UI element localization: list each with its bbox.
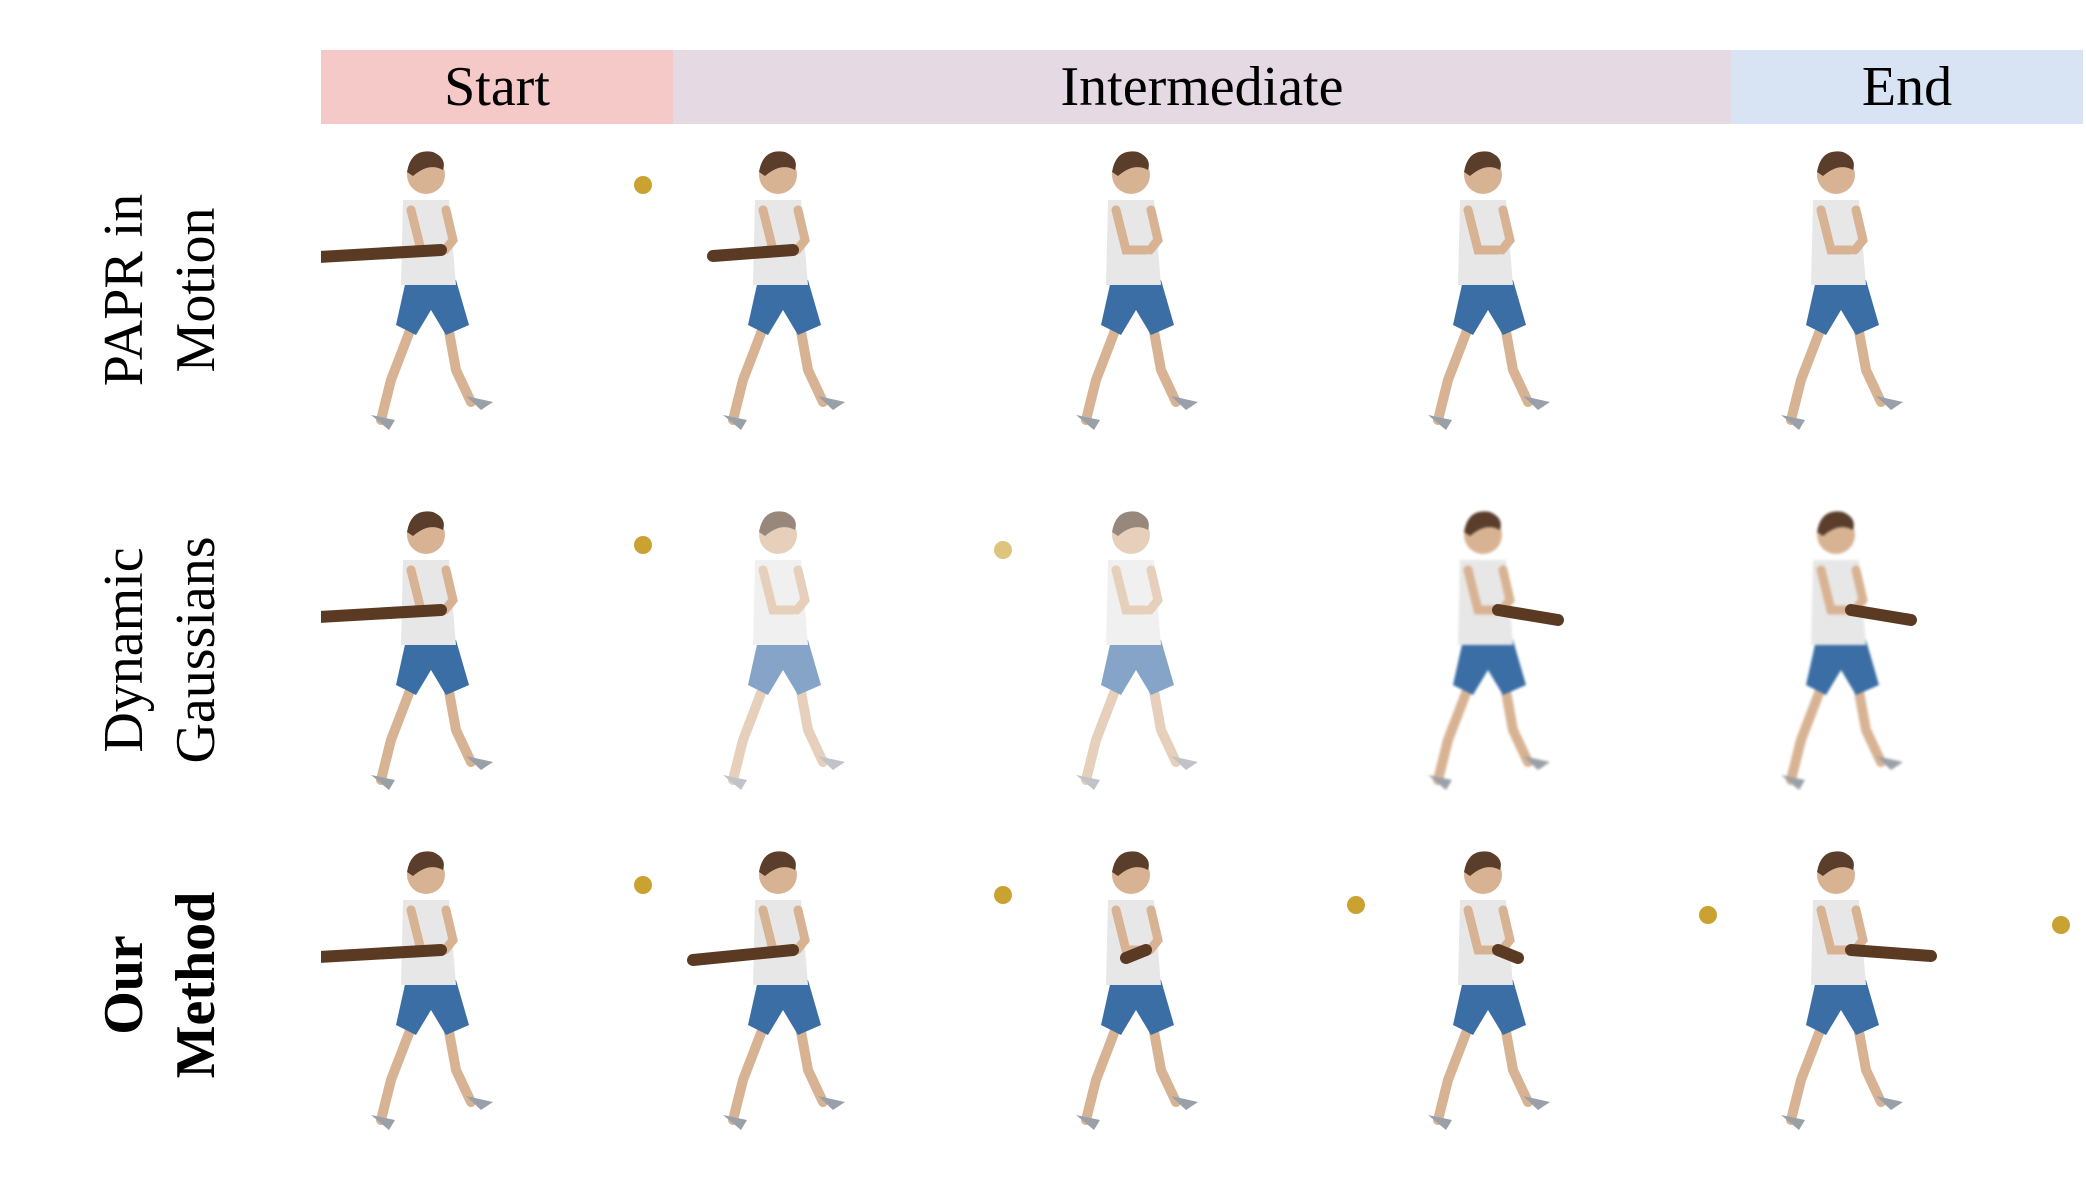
header-start: Start [321,50,673,124]
row-label-line2: Gaussians [165,536,227,764]
baseball-bat [707,244,799,262]
batter-figure [1428,151,1550,430]
baseball [634,176,652,194]
row-label-line2: Method [165,891,227,1079]
frame-ours-3 [1026,840,1378,1180]
row-label-our-method: Our Method [70,825,250,1145]
baseball-bat [1492,604,1564,626]
frame-papr-5 [1731,140,2083,480]
baseball [994,886,1012,904]
baseball-bat [321,944,447,963]
batter-figure [1428,851,1550,1130]
baseball [634,876,652,894]
frame-ours-4 [1378,840,1730,1180]
row-label-line2: Motion [165,207,227,373]
row-label-line1: Dynamic [93,547,155,753]
baseball-bat [687,944,799,966]
batter-figure [371,511,493,790]
batter-figure [723,851,845,1130]
batter-figure [1076,851,1198,1130]
batter-figure [1428,511,1550,790]
row-label-dynamic-gaussians: Dynamic Gaussians [70,490,250,810]
frame-dynamic-5 [1731,500,2083,840]
header-intermediate: Intermediate [673,50,1731,124]
baseball-bat [1120,944,1152,964]
baseball [634,536,652,554]
header-intermediate-label: Intermediate [1060,56,1344,118]
header-end-label: End [1861,56,1953,118]
frame-papr-1 [321,140,673,480]
baseball-bat [1492,944,1524,964]
frame-dynamic-1 [321,500,673,840]
header-start-label: Start [444,56,550,118]
batter-figure [723,511,845,790]
frame-dynamic-2 [673,500,1025,840]
frame-ours-2 [673,840,1025,1180]
frame-papr-3 [1026,140,1378,480]
batter-figure [1076,511,1198,790]
header-end: End [1731,50,2083,124]
frame-papr-4 [1378,140,1730,480]
batter-figure [1076,151,1198,430]
frame-ours-1 [321,840,673,1180]
batter-figure [723,151,845,430]
baseball-bat [321,244,447,263]
baseball [2052,916,2070,934]
row-label-line1: Our [93,935,155,1035]
frame-ours-5 [1731,840,2083,1180]
row-label-papr-in-motion: PAPR in Motion [70,130,250,450]
batter-figure [1781,151,1903,430]
baseball-bat [321,604,447,623]
batter-figure [371,151,493,430]
baseball-bat [1845,604,1917,626]
batter-figure [1781,851,1903,1130]
baseball [994,541,1012,559]
baseball [1347,896,1365,914]
frame-papr-2 [673,140,1025,480]
frame-dynamic-3 [1026,500,1378,840]
baseball-bat [1845,944,1937,962]
batter-figure [1781,511,1903,790]
batter-figure [371,851,493,1130]
baseball [1699,906,1717,924]
row-label-line1: PAPR in [93,193,155,387]
frame-dynamic-4 [1378,500,1730,840]
